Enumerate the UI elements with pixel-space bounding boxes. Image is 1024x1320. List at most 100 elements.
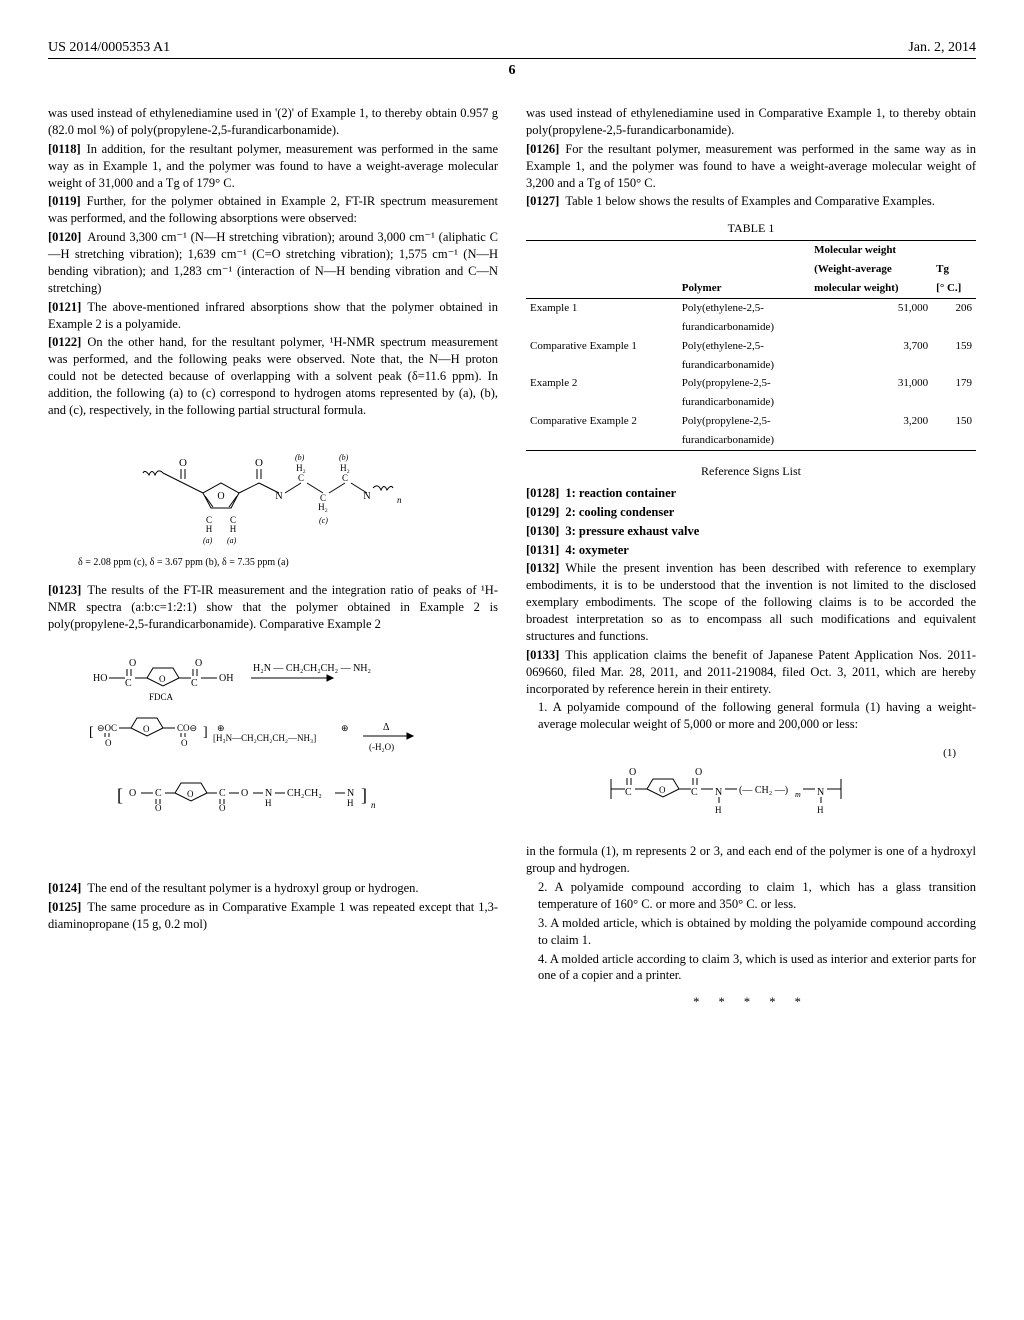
svg-text:]: ]: [203, 725, 208, 740]
pnum-0132: [0132]: [526, 561, 559, 575]
publication-number: US 2014/0005353 A1: [48, 40, 170, 56]
reaction-scheme: HO O C O O C OH FDCA: [48, 646, 498, 866]
table-row: Example 2 Poly(propylene-2,5- 31,000 179: [526, 374, 976, 393]
table-row: furandicarbonamide): [526, 393, 976, 412]
td-poly-l1: Poly(ethylene-2,5-: [678, 298, 810, 317]
table-row: Example 1 Poly(ethylene-2,5- 51,000 206: [526, 298, 976, 317]
ptext-0118: In addition, for the resultant polymer, …: [48, 142, 498, 190]
ptext-0133: This application claims the benefit of J…: [526, 648, 976, 696]
pnum-0118: [0118]: [48, 142, 81, 156]
table-row: Comparative Example 1 Poly(ethylene-2,5-…: [526, 337, 976, 356]
td-poly-l1: Poly(propylene-2,5-: [678, 412, 810, 431]
pnum-0125: [0125]: [48, 900, 81, 914]
ptext-0119: Further, for the polymer obtained in Exa…: [48, 194, 498, 225]
left-column: was used instead of ethylenediamine used…: [48, 105, 498, 1011]
svg-text:H₂: H₂: [318, 502, 328, 512]
svg-text:O: O: [217, 491, 224, 502]
svg-text:C: C: [219, 788, 226, 799]
pnum-0119: [0119]: [48, 194, 81, 208]
svg-text:H: H: [347, 798, 354, 808]
ptext-0121: The above-mentioned infrared absorptions…: [48, 300, 498, 331]
pnum-0127: [0127]: [526, 194, 559, 208]
svg-text:O: O: [179, 457, 187, 469]
rtext-0131: 4: oxymeter: [565, 543, 629, 557]
svg-text:N: N: [715, 787, 722, 798]
td-poly-l2: furandicarbonamide): [678, 393, 810, 412]
svg-text:C: C: [125, 678, 132, 689]
para-0127: [0127]Table 1 below shows the results of…: [526, 193, 976, 210]
td-label: Example 1: [526, 298, 678, 317]
svg-text:C: C: [298, 473, 304, 483]
pnum-0121: [0121]: [48, 300, 81, 314]
ptext-0132: While the present invention has been des…: [526, 561, 976, 643]
svg-text:C: C: [155, 788, 162, 799]
table-1: Molecular weight (Weight-average Tg Poly…: [526, 240, 976, 450]
para-0133: [0133]This application claims the benefi…: [526, 647, 976, 698]
ptext-0126: For the resultant polymer, measurement w…: [526, 142, 976, 190]
svg-text:CH₂CH₂: CH₂CH₂: [287, 788, 322, 799]
ptext-0120: Around 3,300 cm⁻¹ (N—H stretching vibrat…: [48, 230, 498, 295]
svg-text:C: C: [691, 787, 698, 798]
para-0121: [0121]The above-mentioned infrared absor…: [48, 299, 498, 333]
pnum-0123: [0123]: [48, 583, 81, 597]
svg-text:O: O: [187, 789, 194, 799]
svg-text:Δ: Δ: [383, 722, 390, 733]
claim-3: 3. A molded article, which is obtained b…: [538, 915, 976, 949]
svg-text:⊕: ⊕: [217, 723, 225, 733]
td-poly-l2: furandicarbonamide): [678, 318, 810, 337]
para-0125: [0125]The same procedure as in Comparati…: [48, 899, 498, 933]
claim-1: 1. A polyamide compound of the following…: [538, 699, 976, 733]
ref-0131: [0131]4: oxymeter: [526, 542, 976, 559]
svg-text:O: O: [129, 788, 136, 799]
svg-text:CO⊖: CO⊖: [177, 723, 197, 733]
pnum-0133: [0133]: [526, 648, 559, 662]
svg-text:O: O: [105, 738, 112, 748]
svg-text:H₂N — CH₂CH₂CH₂ — NH₂: H₂N — CH₂CH₂CH₂ — NH₂: [253, 663, 371, 674]
td-poly-l2: furandicarbonamide): [678, 356, 810, 375]
svg-text:O: O: [159, 674, 166, 684]
svg-text:[H₃N—CH₂CH₂CH₂—NH₃]: [H₃N—CH₂CH₂CH₂—NH₃]: [213, 733, 316, 743]
ptext-0124: The end of the resultant polymer is a hy…: [87, 881, 418, 895]
page-number: 6: [48, 63, 976, 79]
td-tg: 159: [932, 337, 976, 356]
svg-text:(c): (c): [319, 516, 328, 525]
ref-0130: [0130]3: pressure exhaust valve: [526, 523, 976, 540]
pnum-0126: [0126]: [526, 142, 559, 156]
formula-1-svg: O C O O C N H (— CH₂ —) m: [591, 749, 911, 829]
th-blank: [526, 241, 678, 260]
para-0122: [0122]On the other hand, for the resulta…: [48, 334, 498, 418]
svg-text:(a): (a): [227, 536, 237, 545]
td-mw: 3,700: [810, 337, 932, 356]
svg-text:H: H: [265, 798, 272, 808]
svg-text:(-H₂O): (-H₂O): [369, 742, 394, 752]
svg-text:O: O: [195, 658, 202, 669]
rtext-0130: 3: pressure exhaust valve: [565, 524, 699, 538]
svg-text:O: O: [219, 803, 226, 813]
th-polymer: Polymer: [678, 279, 810, 298]
chem-structure-1-svg: O O C H (a) C H (a) O: [133, 433, 413, 553]
table-row: Comparative Example 2 Poly(propylene-2,5…: [526, 412, 976, 431]
para-0118: [0118]In addition, for the resultant pol…: [48, 141, 498, 192]
formula-1-diagram: (1) O C O O C N: [526, 747, 976, 829]
ref-0129: [0129]2: cooling condenser: [526, 504, 976, 521]
svg-text:⊕: ⊕: [341, 723, 349, 733]
td-label: Comparative Example 2: [526, 412, 678, 431]
td-label: Example 2: [526, 374, 678, 393]
para-0123: [0123]The results of the FT-IR measureme…: [48, 582, 498, 633]
claim-4: 4. A molded article according to claim 3…: [538, 951, 976, 985]
th-polymer-blank: [678, 241, 810, 260]
td-poly-l1: Poly(ethylene-2,5-: [678, 337, 810, 356]
ptext-0125: The same procedure as in Comparative Exa…: [48, 900, 498, 931]
table-1-body: Example 1 Poly(ethylene-2,5- 51,000 206 …: [526, 298, 976, 450]
reaction-scheme-svg: HO O C O O C OH FDCA: [73, 646, 473, 866]
pnum-0128: [0128]: [526, 486, 559, 500]
para-cont-top: was used instead of ethylenediamine used…: [48, 105, 498, 139]
svg-text:N: N: [275, 491, 282, 502]
svg-text:O: O: [129, 658, 136, 669]
th-mw-l1: Molecular weight: [810, 241, 932, 260]
svg-text:H₂: H₂: [296, 463, 306, 473]
para-0119: [0119]Further, for the polymer obtained …: [48, 193, 498, 227]
th-tg-l2: [° C.]: [932, 279, 976, 298]
td-poly-l2: furandicarbonamide): [678, 431, 810, 450]
rtext-0129: 2: cooling condenser: [565, 505, 674, 519]
